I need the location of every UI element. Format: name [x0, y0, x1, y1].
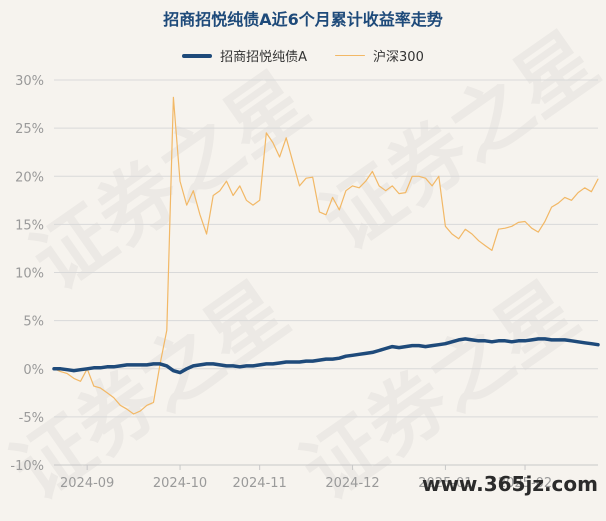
y-tick-label: 20%	[15, 170, 44, 185]
series-line-index	[53, 96, 599, 415]
chart-container: 证券之星 证券之星 证券之星 证券之星 招商招悦纯债A近6个月累计收益率走势 招…	[0, 10, 606, 496]
x-tick-label: 2024-09	[60, 476, 114, 491]
y-tick-label: 30%	[15, 74, 44, 89]
x-tick-label: 2024-11	[232, 476, 286, 491]
legend-item-index[interactable]: 沪深300	[335, 46, 424, 65]
x-tick-label: 2025-01	[418, 476, 472, 491]
legend-item-fund[interactable]: 招商招悦纯债A	[182, 46, 307, 65]
x-tick-label: 2024-12	[325, 476, 379, 491]
y-tick-label: 10%	[15, 267, 44, 282]
chart-legend: 招商招悦纯债A 沪深300	[0, 46, 606, 65]
x-tick-label: 2024-10	[153, 476, 207, 491]
y-tick-label: 15%	[15, 218, 44, 233]
series-line-fund	[52, 337, 600, 375]
y-tick-label: 25%	[15, 122, 44, 137]
legend-swatch-fund	[182, 53, 213, 58]
legend-label-fund: 招商招悦纯债A	[220, 50, 308, 65]
chart-title: 招商招悦纯债A近6个月累计收益率走势	[163, 10, 443, 29]
y-tick-label: -10%	[10, 459, 44, 474]
y-tick-label: 0%	[23, 363, 44, 378]
y-tick-label: -5%	[19, 411, 44, 426]
site-watermark: www.365jz.com	[421, 472, 598, 496]
legend-label-index: 沪深300	[373, 50, 424, 65]
x-tick-label: 2025-02	[498, 476, 552, 491]
y-tick-label: 5%	[23, 315, 44, 330]
plot-area: 30% 25% 20% 15% 10% 5% 0% -5% -10% 2024-09 2024-10…	[10, 74, 600, 491]
legend-swatch-index	[335, 55, 366, 56]
